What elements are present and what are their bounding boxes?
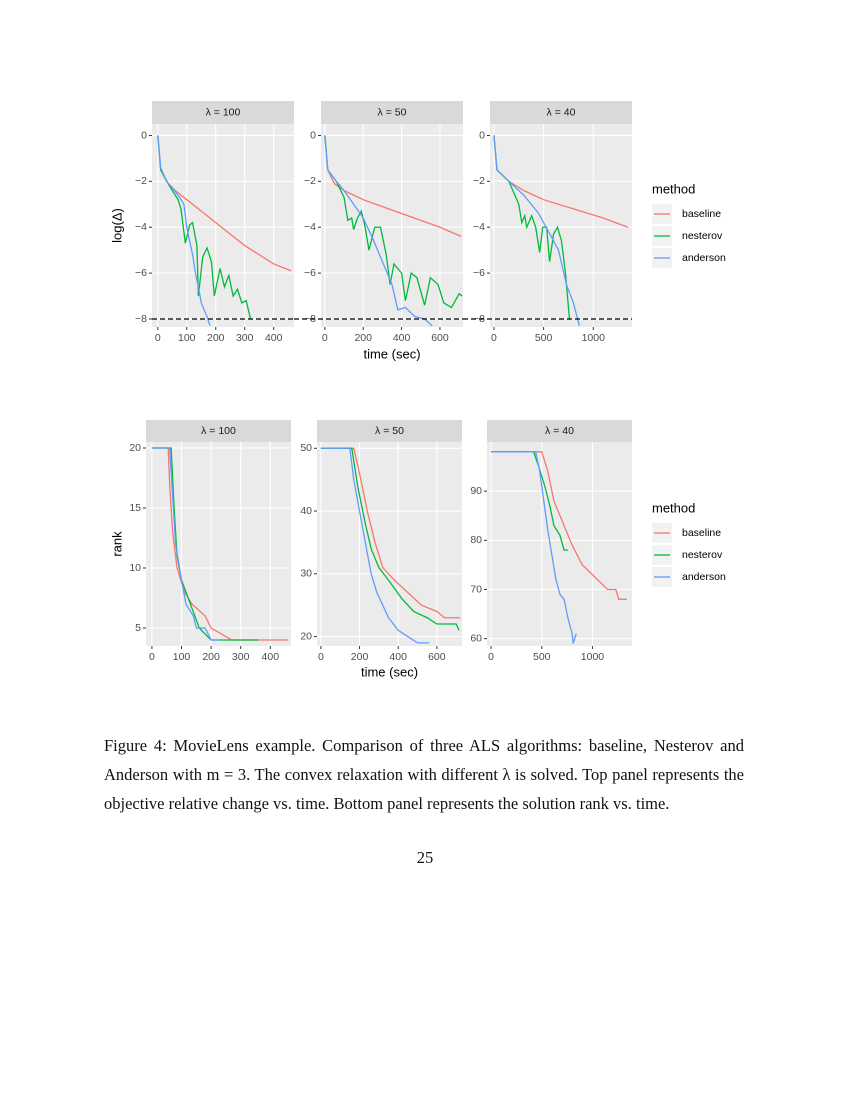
- y-tick-label: 0: [141, 129, 147, 141]
- x-tick-label: 0: [149, 651, 155, 663]
- y-tick-label: 20: [300, 630, 312, 642]
- panel-background: [321, 124, 463, 327]
- facet-label: λ = 50: [378, 106, 407, 118]
- panel-background: [487, 442, 632, 646]
- x-tick-label: 400: [265, 332, 283, 344]
- y-tick-label: 15: [129, 502, 141, 514]
- y-tick-label: 0: [479, 129, 485, 141]
- y-tick-label: 60: [470, 632, 482, 644]
- strip: [317, 420, 462, 442]
- x-tick-label: 0: [155, 332, 161, 344]
- x-tick-label: 200: [207, 332, 225, 344]
- y-tick-label: 70: [470, 583, 482, 595]
- strip: [490, 101, 632, 124]
- y-tick-label: −4: [304, 221, 316, 233]
- y-tick-label: 40: [300, 505, 312, 517]
- facet-label: λ = 40: [545, 425, 574, 437]
- y-tick-label: −6: [304, 267, 316, 279]
- x-tick-label: 500: [533, 651, 551, 663]
- data-line: [157, 135, 252, 320]
- data-line: [324, 135, 433, 327]
- strip: [321, 101, 463, 124]
- x-tick-label: 200: [202, 651, 220, 663]
- y-axis-label: log(Δ): [109, 208, 124, 243]
- facet-label: λ = 100: [201, 425, 236, 437]
- legend-label: nesterov: [682, 230, 723, 242]
- y-tick-label: 80: [470, 534, 482, 546]
- x-tick-label: 100: [178, 332, 196, 344]
- x-tick-label: 0: [322, 332, 328, 344]
- y-tick-label: −8: [135, 313, 147, 325]
- data-line: [493, 135, 571, 320]
- x-tick-label: 0: [318, 651, 324, 663]
- legend-label: nesterov: [682, 549, 723, 561]
- facet-label: λ = 100: [206, 106, 241, 118]
- y-tick-label: −2: [473, 175, 485, 187]
- y-tick-label: 10: [129, 562, 141, 574]
- panel-background: [490, 124, 632, 327]
- y-tick-label: −6: [135, 267, 147, 279]
- legend-label: baseline: [682, 208, 721, 220]
- panel-background: [152, 124, 294, 327]
- y-tick-label: −2: [304, 175, 316, 187]
- x-tick-label: 500: [535, 332, 553, 344]
- y-tick-label: −6: [473, 267, 485, 279]
- x-tick-label: 1000: [581, 651, 605, 663]
- y-tick-label: 5: [135, 622, 141, 634]
- x-tick-label: 200: [351, 651, 369, 663]
- data-line: [320, 447, 461, 619]
- strip: [152, 101, 294, 124]
- strip: [487, 420, 632, 442]
- y-tick-label: 0: [310, 129, 316, 141]
- y-tick-label: −4: [135, 221, 147, 233]
- data-line: [324, 135, 463, 309]
- x-axis-label: time (sec): [363, 346, 420, 361]
- x-tick-label: 1000: [582, 332, 606, 344]
- x-tick-label: 400: [389, 651, 407, 663]
- x-tick-label: 600: [428, 651, 446, 663]
- legend-label: anderson: [682, 252, 726, 264]
- data-line: [151, 447, 220, 641]
- x-axis-label: time (sec): [361, 664, 418, 679]
- x-tick-label: 0: [491, 332, 497, 344]
- y-tick-label: 90: [470, 485, 482, 497]
- x-tick-label: 100: [173, 651, 191, 663]
- data-line: [493, 135, 580, 327]
- y-tick-label: 20: [129, 442, 141, 454]
- legend-label: anderson: [682, 571, 726, 583]
- x-tick-label: 0: [488, 651, 494, 663]
- caption: Figure 4: MovieLens example. Comparison …: [104, 736, 744, 813]
- legend-title: method: [652, 181, 695, 196]
- x-tick-label: 200: [354, 332, 372, 344]
- data-line: [151, 447, 289, 641]
- x-tick-label: 600: [431, 332, 449, 344]
- data-line: [324, 135, 462, 237]
- panel-background: [317, 442, 462, 646]
- legend-title: method: [652, 500, 695, 515]
- y-tick-label: 50: [300, 442, 312, 454]
- y-tick-label: −2: [135, 175, 147, 187]
- facet-label: λ = 40: [547, 106, 576, 118]
- strip: [146, 420, 291, 442]
- y-tick-label: 30: [300, 568, 312, 580]
- data-line: [491, 451, 627, 600]
- page-number: 25: [416, 848, 434, 867]
- y-axis-label: rank: [109, 531, 124, 557]
- data-line: [320, 447, 460, 631]
- x-tick-label: 300: [236, 332, 254, 344]
- data-line: [320, 447, 430, 644]
- data-line: [491, 451, 577, 644]
- legend-label: baseline: [682, 527, 721, 539]
- x-tick-label: 400: [393, 332, 411, 344]
- facet-label: λ = 50: [375, 425, 404, 437]
- data-line: [157, 135, 211, 327]
- y-tick-label: −4: [473, 221, 485, 233]
- x-tick-label: 300: [232, 651, 250, 663]
- x-tick-label: 400: [262, 651, 280, 663]
- data-line: [491, 451, 569, 551]
- panel-background: [146, 442, 291, 646]
